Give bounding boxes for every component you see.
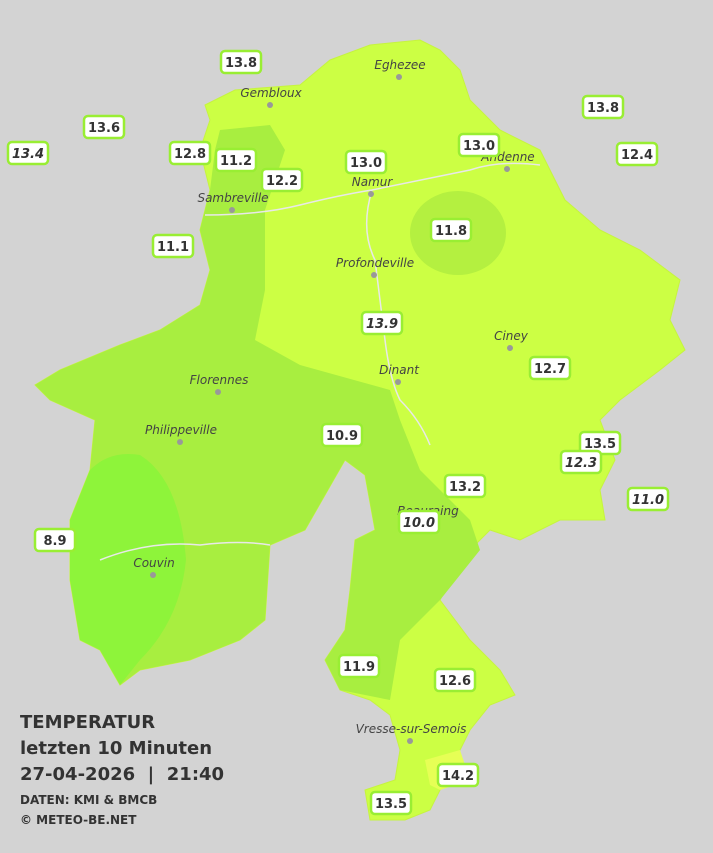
station-box: [397, 509, 441, 535]
station-value: 12.2: [266, 174, 298, 189]
station-box: [260, 167, 304, 193]
city-dot: [407, 738, 413, 744]
station-value: 13.5: [584, 437, 616, 452]
city-dot: [371, 272, 377, 278]
city-dot: [368, 191, 374, 197]
station-box: [337, 653, 381, 679]
station-box: [151, 233, 195, 259]
station-box: [559, 449, 603, 475]
station-value: 13.4: [12, 147, 44, 162]
station-box: [433, 667, 477, 693]
station-box: [82, 114, 126, 140]
city-dot: [507, 345, 513, 351]
station-value: 11.2: [220, 154, 252, 169]
city-label: Philippeville: [145, 423, 217, 437]
station-box: [6, 140, 50, 166]
station-box: [219, 49, 263, 75]
station-box: [581, 94, 625, 120]
city-label: Gembloux: [240, 86, 302, 100]
station-box: [320, 422, 364, 448]
station-value: 8.9: [43, 534, 66, 549]
city-dot: [267, 102, 273, 108]
city-dot: [396, 74, 402, 80]
city-label: Namur: [352, 175, 394, 189]
station-box: [528, 355, 572, 381]
city-dot: [395, 379, 401, 385]
header-source: DATEN: KMI & BMCB: [20, 793, 157, 807]
header-copyright: © METEO-BE.NET: [20, 813, 137, 827]
station-value: 12.7: [534, 362, 566, 377]
station-value: 13.0: [463, 139, 495, 154]
station-box: [436, 762, 480, 788]
city-label: Ciney: [494, 329, 529, 343]
city-dot: [150, 572, 156, 578]
station-box: [626, 486, 670, 512]
station-value: 13.6: [88, 121, 120, 136]
station-box: [214, 147, 258, 173]
station-value: 11.8: [435, 224, 467, 239]
station-value: 14.2: [442, 769, 474, 784]
station-box: [443, 473, 487, 499]
station-value: 12.4: [621, 148, 653, 163]
city-dot: [504, 166, 510, 172]
station-box: [457, 132, 501, 158]
station-value: 12.3: [565, 456, 597, 471]
station-box: [344, 149, 388, 175]
cold-zone: [70, 454, 186, 685]
header-subtitle: letzten 10 Minuten: [20, 738, 212, 759]
station-box: [369, 790, 413, 816]
city-label: Dinant: [379, 363, 420, 377]
station-value: 13.0: [350, 156, 382, 171]
header-title: TEMPERATUR: [20, 712, 155, 733]
station-value: 10.9: [326, 429, 358, 444]
station-box: [168, 140, 212, 166]
station-value: 13.2: [449, 480, 481, 495]
city-label: Profondeville: [336, 256, 414, 270]
header-datetime: 27-04-2026 | 21:40: [20, 764, 224, 785]
city-label: Sambreville: [197, 191, 268, 205]
city-dot: [177, 439, 183, 445]
city-label: Eghezee: [374, 58, 425, 72]
station-value: 13.8: [587, 101, 619, 116]
station-box: [615, 141, 659, 167]
city-label: Florennes: [190, 373, 249, 387]
city-label: Couvin: [133, 556, 174, 570]
station-value: 10.0: [403, 516, 435, 531]
station-value: 12.8: [174, 147, 206, 162]
station-value: 11.1: [157, 240, 189, 255]
city-dot: [229, 207, 235, 213]
station-value: 13.9: [366, 317, 398, 332]
station-value: 12.6: [439, 674, 471, 689]
city-dot: [215, 389, 221, 395]
station-value: 13.5: [375, 797, 407, 812]
station-value: 13.8: [225, 56, 257, 71]
station-box: [429, 217, 473, 243]
station-value: 11.9: [343, 660, 375, 675]
station-value: 11.0: [632, 493, 664, 508]
river: [99, 162, 541, 561]
city-label: Vresse-sur-Semois: [356, 722, 467, 736]
station-box: [33, 527, 77, 553]
station-box: [360, 310, 404, 336]
